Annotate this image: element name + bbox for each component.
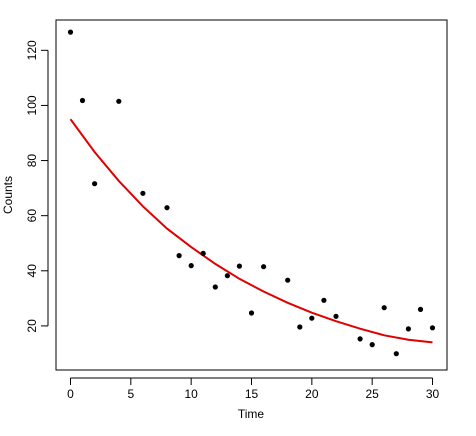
x-tick-label: 20: [305, 387, 319, 401]
data-point: [369, 342, 375, 348]
y-tick-label: 80: [25, 154, 39, 168]
x-axis: 0 5 10 15 20 25 30: [67, 377, 440, 401]
data-point: [381, 305, 387, 311]
data-point: [405, 326, 411, 332]
data-point: [393, 351, 399, 357]
x-axis-label: Time: [238, 407, 265, 421]
x-tick-label: 15: [245, 387, 259, 401]
x-tick-label: 10: [184, 387, 198, 401]
data-point: [333, 313, 339, 319]
data-point: [224, 273, 230, 279]
y-tick-label: 100: [25, 95, 39, 115]
x-tick-label: 30: [426, 387, 440, 401]
data-point: [285, 277, 291, 283]
y-axis: 20 40 60 80 100 120: [25, 40, 49, 333]
data-point: [67, 29, 74, 35]
x-tick-label: 5: [127, 387, 134, 401]
y-tick-label: 40: [25, 264, 39, 278]
data-point: [92, 181, 98, 187]
data-point: [116, 98, 122, 104]
data-point: [321, 297, 327, 303]
data-point: [164, 205, 170, 211]
plot-frame: [55, 19, 448, 371]
data-point: [309, 315, 315, 321]
data-point: [357, 336, 363, 342]
data-point: [261, 264, 267, 270]
data-point: [429, 325, 436, 331]
data-point: [188, 263, 194, 269]
data-points: [67, 29, 436, 357]
data-point: [297, 324, 303, 330]
data-point: [212, 284, 218, 290]
x-tick-label: 0: [67, 387, 74, 401]
y-axis-label: Counts: [1, 176, 15, 214]
y-tick-label: 60: [25, 209, 39, 223]
data-point: [140, 190, 146, 196]
x-tick-label: 25: [365, 387, 379, 401]
y-tick-label: 120: [25, 40, 39, 60]
data-point: [200, 250, 206, 256]
data-point: [176, 253, 182, 259]
data-point: [417, 306, 424, 312]
data-point: [248, 310, 255, 316]
fit-curve: [69, 118, 433, 344]
data-point: [79, 97, 86, 104]
data-point: [236, 263, 242, 269]
y-tick-label: 20: [25, 319, 39, 333]
